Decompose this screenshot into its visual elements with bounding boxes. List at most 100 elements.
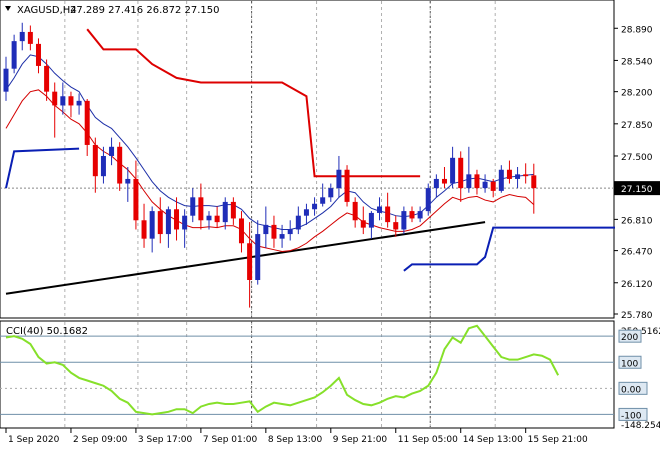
candle-body <box>303 209 309 216</box>
ma-slow-line <box>5 89 535 253</box>
candle-body <box>190 197 196 216</box>
candle-body <box>60 96 66 106</box>
candle-body <box>133 178 139 221</box>
time-tick-label: 11 Sep 05:00 <box>398 435 458 445</box>
candle-body <box>474 174 480 189</box>
cci-plot[interactable] <box>5 324 560 416</box>
price-plot[interactable] <box>3 22 616 308</box>
candle-body <box>157 211 163 235</box>
candle-body <box>174 209 180 230</box>
candle-body <box>490 181 496 191</box>
candle-body <box>441 178 447 184</box>
candle-body <box>320 197 326 204</box>
candle-body <box>230 201 236 219</box>
candle-body <box>385 206 391 223</box>
cci-level-badge <box>618 329 642 343</box>
candle-body <box>76 100 82 106</box>
candle-body <box>247 243 253 281</box>
candle-body <box>523 174 529 177</box>
trailing-stop-up-line <box>5 147 80 189</box>
candle-body <box>125 178 131 184</box>
price-tick-label: 25.780 <box>621 311 653 321</box>
candle-body <box>271 224 277 239</box>
cci-axis-label: 100 <box>621 359 638 369</box>
candle-body <box>222 201 228 223</box>
cci-level-badge <box>618 407 648 421</box>
candle-body <box>52 91 58 106</box>
price-tick-label: 26.120 <box>621 280 653 290</box>
candle-body <box>11 41 17 69</box>
candle-body <box>149 211 155 239</box>
price-tick-label: 27.850 <box>621 121 653 131</box>
candle-body <box>377 206 383 213</box>
indicator-panel-frame <box>0 320 615 429</box>
cci-axis-label: 200 <box>621 333 638 343</box>
price-tick-label: 27.500 <box>621 153 653 163</box>
candle-body <box>328 188 334 198</box>
candle-body <box>100 155 106 177</box>
candle-body <box>165 209 171 235</box>
time-tick-label: 3 Sep 17:00 <box>138 435 193 445</box>
time-tick-label: 7 Sep 01:00 <box>203 435 258 445</box>
candle-body <box>498 169 504 191</box>
candle-body <box>35 43 41 66</box>
cci-title: CCI(40) 50.1682 <box>6 326 88 337</box>
current-price-badge <box>614 181 660 196</box>
candle-body <box>352 201 358 221</box>
candle-body <box>531 175 537 189</box>
time-tick-label: 14 Sep 13:00 <box>463 435 523 445</box>
candle-body <box>336 169 342 189</box>
candle-body <box>44 65 50 92</box>
candle-body <box>417 211 423 219</box>
candle-body <box>19 31 25 42</box>
candle-body <box>393 222 399 230</box>
candle-body <box>295 215 301 230</box>
current-price-label: 27.150 <box>621 185 653 195</box>
candle-body <box>466 174 472 189</box>
ohlc-label: 27.289 27.416 26.872 27.150 <box>70 5 220 16</box>
price-tick-label: 28.200 <box>621 89 653 99</box>
grid <box>0 1 614 427</box>
time-tick-label: 8 Sep 13:00 <box>268 435 323 445</box>
price-panel-frame <box>0 0 615 319</box>
cci-axis-label: 0.00 <box>621 385 641 395</box>
cci-line <box>5 324 560 416</box>
candle-body <box>3 68 9 92</box>
candle-body <box>27 31 33 44</box>
cci-axis-label: -148.254 <box>621 421 660 431</box>
candle-body <box>214 215 220 223</box>
triangle-down-icon[interactable] <box>5 6 11 11</box>
candle-body <box>109 146 115 156</box>
candle-body <box>141 220 147 239</box>
price-tick-label: 26.470 <box>621 248 653 258</box>
candle-body <box>287 229 293 235</box>
candle-body <box>92 144 98 177</box>
candle-body <box>409 211 415 219</box>
candle-body <box>425 188 431 212</box>
time-tick-label: 1 Sep 2020 <box>8 435 60 445</box>
trailing-stop-up-line <box>403 226 615 272</box>
ma-fast-line <box>5 54 534 230</box>
cci-level-badge <box>618 381 648 395</box>
candle-body <box>117 146 123 184</box>
candle-body <box>515 174 521 179</box>
symbol-label: XAGUSD,H4 <box>17 5 77 16</box>
price-tick-label: 26.810 <box>621 216 653 226</box>
candle-body <box>198 197 204 221</box>
axes: 28.890 28.540 28.200 27.850 27.500 26.810 26.4… <box>5 25 660 445</box>
candle-body <box>238 218 244 244</box>
candle-body <box>84 100 90 145</box>
candle-body <box>344 169 350 202</box>
trailing-stop-down-line <box>86 28 421 178</box>
cci-level-badge <box>618 355 642 369</box>
candle-body <box>482 181 488 189</box>
cci-axis-label: -100 <box>621 411 642 421</box>
candle-body <box>401 211 407 230</box>
price-tick-label: 28.540 <box>621 57 653 67</box>
candle-body <box>368 212 374 228</box>
candle-body <box>506 169 512 179</box>
candle-body <box>255 234 261 281</box>
candle-body <box>450 157 456 184</box>
